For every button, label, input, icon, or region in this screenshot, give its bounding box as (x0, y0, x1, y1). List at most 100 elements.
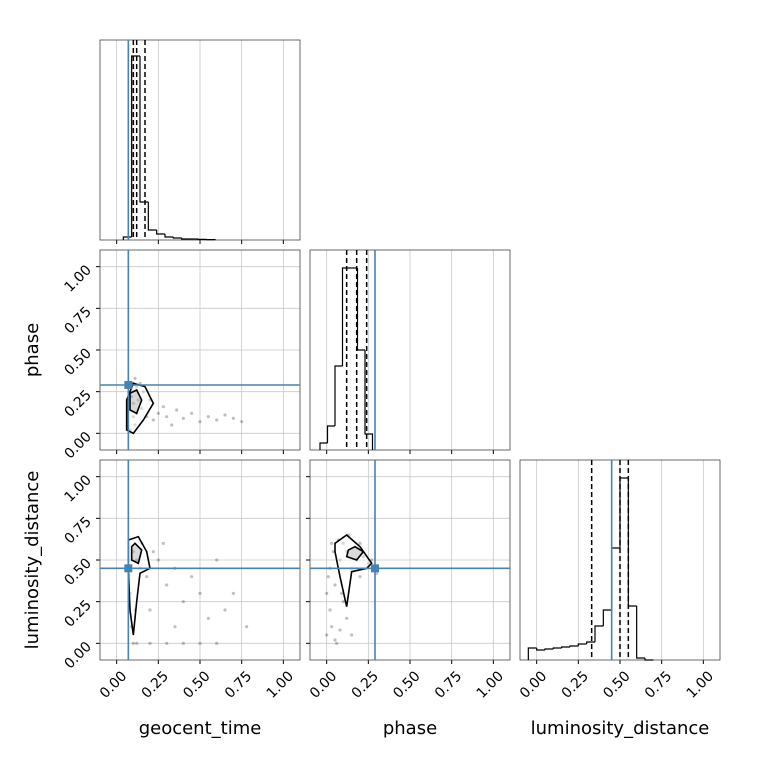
x-axis-label: geocent_time (139, 718, 262, 739)
histogram-bin (206, 239, 216, 241)
sample-point (350, 633, 354, 637)
histogram-bin (569, 645, 579, 647)
x-tick-label: 1.00 (474, 668, 507, 701)
x-tick-label: 0.25 (139, 668, 172, 701)
x-tick-label: 0.00 (307, 668, 340, 701)
sample-point (148, 641, 152, 645)
sample-point (135, 641, 139, 645)
sample-point (151, 550, 155, 554)
histogram-bin (147, 202, 157, 231)
sample-point (206, 616, 210, 620)
panel-frame (99, 249, 301, 451)
sample-point (170, 423, 174, 427)
sample-point (358, 541, 362, 545)
histogram-bin (586, 641, 595, 644)
sample-point (130, 395, 134, 399)
y-tick-label: 0.75 (61, 514, 94, 547)
histogram-bin (619, 477, 629, 548)
x-tick-label: 0.75 (642, 668, 675, 701)
contour (129, 388, 143, 415)
y-tick-label: 0.75 (61, 304, 94, 337)
sample-point (231, 591, 235, 595)
sample-point (338, 558, 342, 562)
sample-point (215, 558, 219, 562)
sample-point (198, 591, 202, 595)
sample-point (345, 616, 349, 620)
y-tick-label: 0.50 (61, 346, 94, 379)
sample-point (131, 641, 135, 645)
sample-point (326, 575, 330, 579)
panel-frame (309, 459, 511, 661)
panel-frame (99, 459, 301, 661)
y-tick-label: 0.25 (61, 387, 94, 420)
sample-point (198, 641, 202, 645)
y-tick-label: 0.00 (61, 429, 94, 462)
histogram-bin (334, 365, 343, 426)
sample-point (156, 558, 160, 562)
sample-point (331, 550, 335, 554)
sample-point (135, 558, 139, 562)
histogram-bin (139, 56, 149, 203)
y-tick-label: 0.00 (61, 639, 94, 672)
histogram-bin (319, 442, 328, 450)
sample-point (156, 411, 160, 415)
contour (334, 533, 373, 607)
histogram-bin (602, 609, 612, 626)
histogram-bin (561, 646, 570, 648)
sample-point (341, 600, 345, 604)
histogram-bin (544, 648, 554, 650)
y-tick-label: 1.00 (61, 472, 94, 505)
sample-point (366, 561, 370, 565)
sample-point (165, 415, 169, 419)
sample-point (190, 411, 194, 415)
histogram-bin (122, 236, 132, 240)
sample-point (133, 423, 137, 427)
sample-point (173, 625, 177, 629)
histogram-bin (181, 238, 190, 240)
histogram-bin (611, 547, 620, 610)
x-tick-label: 0.50 (180, 668, 213, 701)
sample-point (330, 625, 334, 629)
sample-point (328, 608, 332, 612)
sample-point (335, 641, 339, 645)
sample-point (325, 633, 329, 637)
sample-point (165, 583, 169, 587)
y-axis-label: phase (22, 323, 43, 377)
x-tick-label: 1.00 (264, 668, 297, 701)
sample-point (361, 555, 365, 559)
sample-point (161, 541, 165, 545)
sample-point (223, 413, 227, 417)
x-tick-label: 0.50 (600, 668, 633, 701)
histogram-bin (644, 658, 654, 661)
sample-point (175, 408, 179, 412)
y-tick-label: 0.25 (61, 597, 94, 630)
sample-point (245, 625, 249, 629)
x-tick-label: 0.25 (559, 668, 592, 701)
histogram-bin (356, 268, 365, 351)
histogram-bin (577, 643, 587, 646)
sample-point (223, 608, 227, 612)
sample-point (135, 385, 139, 389)
x-axis-label: phase (383, 718, 437, 739)
y-tick-label: 1.00 (61, 262, 94, 295)
truth-marker (124, 564, 133, 573)
sample-point (131, 415, 135, 419)
histogram-bin (636, 606, 645, 659)
histogram-bin (536, 648, 545, 651)
sample-point (330, 541, 334, 545)
truth-marker (124, 381, 133, 389)
sample-point (136, 398, 140, 402)
y-axis-label: luminosity_distance (22, 471, 43, 650)
x-axis-label: luminosity_distance (531, 718, 710, 739)
sample-point (148, 608, 152, 612)
sample-point (231, 416, 235, 420)
histogram-bin (552, 647, 562, 649)
sample-point (338, 628, 342, 632)
sample-point (215, 641, 219, 645)
histogram-bin (627, 478, 637, 607)
sample-point (138, 381, 142, 385)
histogram-bin (341, 267, 350, 366)
sample-point (240, 420, 244, 424)
sample-point (131, 550, 135, 554)
